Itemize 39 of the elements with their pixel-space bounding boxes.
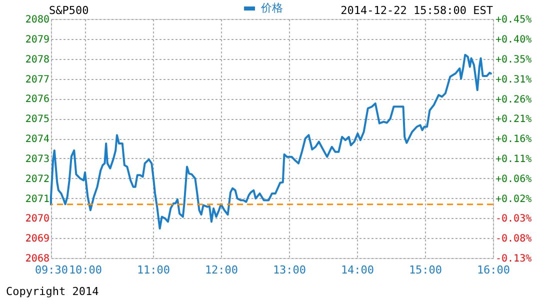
y2-tick-label: -0.03% [496, 214, 532, 225]
y2-tick-label: +0.26% [496, 94, 532, 106]
y2-tick-label: +0.35% [496, 54, 532, 66]
y-tick-label: 2068 [25, 254, 50, 264]
x-tick-label: 13:00 [272, 264, 306, 276]
x-tick-label: 14:00 [340, 264, 374, 276]
y-tick-label: 2080 [25, 14, 50, 26]
y-tick-label: 2077 [25, 74, 50, 86]
y-tick-label: 2071 [25, 194, 50, 205]
y2-tick-label: +0.31% [496, 74, 532, 86]
x-tick-label: 10:00 [68, 264, 102, 276]
y2-tick-label: -0.13% [496, 254, 532, 264]
y-tick-label: 2073 [25, 154, 50, 165]
text: 2014-12-22 15:58:00 EST [340, 4, 494, 17]
y2-tick-label: +0.02% [496, 194, 532, 205]
y-tick-label: 2074 [25, 134, 50, 145]
y-tick-label: 2078 [25, 54, 50, 66]
x-tick-label: 12:00 [204, 264, 238, 276]
y-tick-label: 2069 [25, 234, 50, 245]
y-tick-label: 2075 [25, 114, 50, 126]
x-tick-label: 11:00 [136, 264, 170, 276]
y2-tick-label: -0.08% [496, 234, 532, 245]
y2-tick-label: +0.21% [496, 114, 532, 126]
text: Copyright 2014 [6, 285, 100, 298]
y-tick-label: 2079 [25, 34, 50, 46]
y-tick-label: 2076 [25, 94, 50, 106]
y2-tick-label: +0.11% [496, 154, 532, 165]
chart-title: S&P500 [49, 4, 89, 17]
line-series [50, 54, 493, 230]
x-tick-label: 09:30 [34, 264, 68, 276]
y-tick-label: 2070 [25, 214, 50, 225]
legend-label: 价格 [260, 2, 283, 14]
y-tick-label: 2072 [25, 174, 50, 185]
x-tick-label: 15:00 [408, 264, 442, 276]
y2-tick-label: +0.16% [496, 134, 532, 145]
y2-tick-label: +0.45% [496, 14, 532, 26]
y2-tick-label: +0.40% [496, 34, 532, 46]
y2-tick-label: +0.06% [496, 174, 532, 185]
x-tick-label: 16:00 [476, 264, 510, 276]
